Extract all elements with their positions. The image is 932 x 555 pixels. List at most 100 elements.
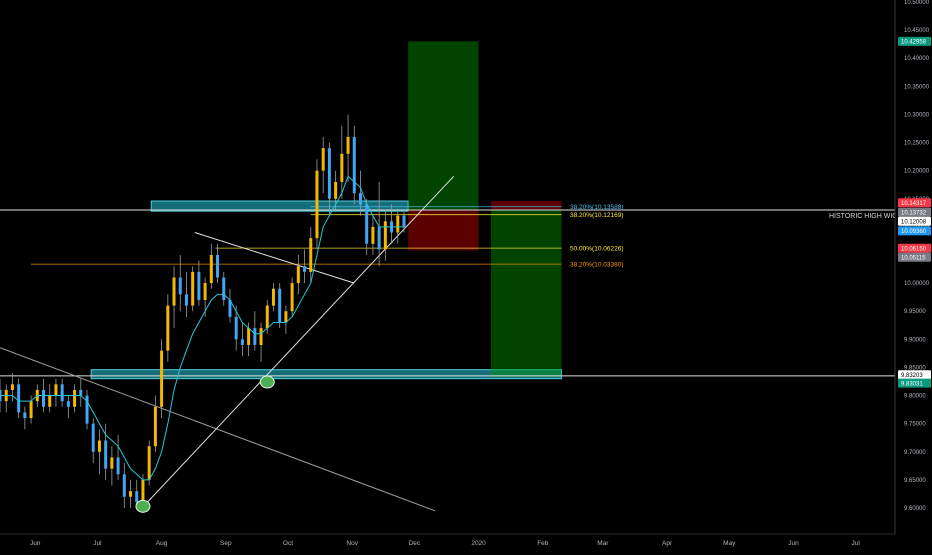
candle-body xyxy=(42,389,46,407)
price-axis-background xyxy=(895,0,932,550)
fib-labels-layer: 38.20%(10.13588)38.20%(10.12169) 50.00%(1… xyxy=(570,204,624,268)
price-badge xyxy=(898,243,931,253)
candle-body xyxy=(253,328,257,345)
candle-body xyxy=(365,204,369,244)
candle-body xyxy=(371,226,375,244)
trendline xyxy=(142,175,455,508)
candle-body xyxy=(97,440,101,452)
candle-body xyxy=(234,316,238,340)
support-zone xyxy=(90,369,562,380)
price-tick-label: 9.65000 xyxy=(904,478,926,484)
candle-body xyxy=(402,215,406,227)
time-tick-label: May xyxy=(723,540,736,547)
candle-body xyxy=(23,412,27,419)
price-tick-label: 10.45000 xyxy=(904,28,930,34)
price-badge-label: 10.09360 xyxy=(901,229,927,235)
trendline xyxy=(0,347,436,512)
price-badge xyxy=(898,252,931,262)
time-tick-label: Feb xyxy=(537,540,549,547)
candle-body xyxy=(129,491,133,497)
short-position-target-zone xyxy=(491,210,562,378)
price-tick-label: 9.60000 xyxy=(904,506,926,512)
candle-body xyxy=(203,283,207,300)
levels-layer xyxy=(0,206,895,377)
candle-body xyxy=(29,401,33,419)
candle-body xyxy=(383,221,387,250)
candle-body xyxy=(396,215,400,233)
trendlines-layer xyxy=(0,175,455,512)
candle-body xyxy=(147,446,151,480)
annotations-layer: HISTORIC HIGH WICK xyxy=(829,213,902,220)
candle-body xyxy=(60,384,64,402)
candle-body xyxy=(197,271,201,300)
ema-layer xyxy=(0,175,404,481)
candle-body xyxy=(259,328,263,345)
price-tick-label: 9.85000 xyxy=(904,365,926,371)
price-badge xyxy=(898,36,931,46)
candle-body xyxy=(153,406,157,447)
price-badge-label: 10.05115 xyxy=(901,255,926,261)
candle-body xyxy=(166,305,170,351)
price-badge-label: 9.83203 xyxy=(901,373,923,379)
candle-body xyxy=(247,328,251,345)
candle-body xyxy=(377,226,381,250)
price-badge xyxy=(898,216,931,226)
price-tick-label: 9.75000 xyxy=(904,422,926,428)
candle-body xyxy=(303,266,307,272)
candle-body xyxy=(79,389,83,396)
time-tick-label: Jun xyxy=(30,540,41,547)
candle-body xyxy=(327,148,331,199)
fib-level-label: 38.20%(10.13588) xyxy=(570,204,624,211)
candle-body xyxy=(48,395,52,407)
candle-body xyxy=(271,288,275,306)
price-badge-label: 10.06150 xyxy=(901,246,927,252)
candle-body xyxy=(191,271,195,306)
annotation-label: HISTORIC HIGH WICK xyxy=(829,213,902,220)
time-axis[interactable]: Jun Jul Aug Sep Oct Nov Dec 2020 Feb Mar Apr May Jun… xyxy=(0,533,895,547)
time-tick-label: Jun xyxy=(788,540,799,547)
long-position-stop-zone xyxy=(408,210,479,251)
price-badge xyxy=(898,378,931,388)
candle-body xyxy=(73,389,77,407)
candle-body xyxy=(358,193,362,205)
candle-body xyxy=(17,384,21,413)
price-axis[interactable]: 10.50000 10.45000 10.40000 10.35000 10.30000… xyxy=(894,0,932,550)
price-badge xyxy=(898,198,931,208)
candle-body xyxy=(309,238,313,272)
candle-body xyxy=(321,148,325,171)
candle-body xyxy=(284,311,288,323)
candle-body xyxy=(228,299,232,317)
time-tick-label: Dec xyxy=(409,540,421,547)
candle-body xyxy=(104,440,108,469)
price-tick-label: 10.40000 xyxy=(904,56,930,62)
candle-body xyxy=(54,384,58,396)
price-tick-label: 9.90000 xyxy=(904,337,926,343)
candle-body xyxy=(216,255,220,278)
time-tick-label: 2020 xyxy=(471,540,486,547)
price-badge-label: 9.83031 xyxy=(901,381,923,387)
price-badge-label: 10.12008 xyxy=(901,219,927,225)
candle-body xyxy=(135,491,139,503)
price-badge xyxy=(898,207,931,217)
time-tick-label: Jul xyxy=(93,540,102,547)
candle-body xyxy=(346,136,350,154)
candle-body xyxy=(91,423,95,452)
candle-body xyxy=(184,294,188,306)
candle-body xyxy=(290,283,294,312)
resistance-zone xyxy=(150,200,409,212)
price-tick-label: 10.35000 xyxy=(904,84,930,90)
time-tick-label: Jul xyxy=(851,540,860,547)
price-tick-label: 9.95000 xyxy=(904,309,926,315)
time-tick-label: Mar xyxy=(597,540,609,547)
candle-body xyxy=(172,277,176,306)
fib-level-label: 38.20%(10.03380) xyxy=(570,262,624,269)
time-tick-label: Aug xyxy=(156,540,168,547)
candle-body xyxy=(10,384,14,390)
long-position-target-zone xyxy=(408,41,479,211)
price-tick-label: 10.00000 xyxy=(904,281,930,287)
candle-body xyxy=(340,153,344,182)
trendline xyxy=(194,232,355,284)
candle-body xyxy=(209,255,213,284)
